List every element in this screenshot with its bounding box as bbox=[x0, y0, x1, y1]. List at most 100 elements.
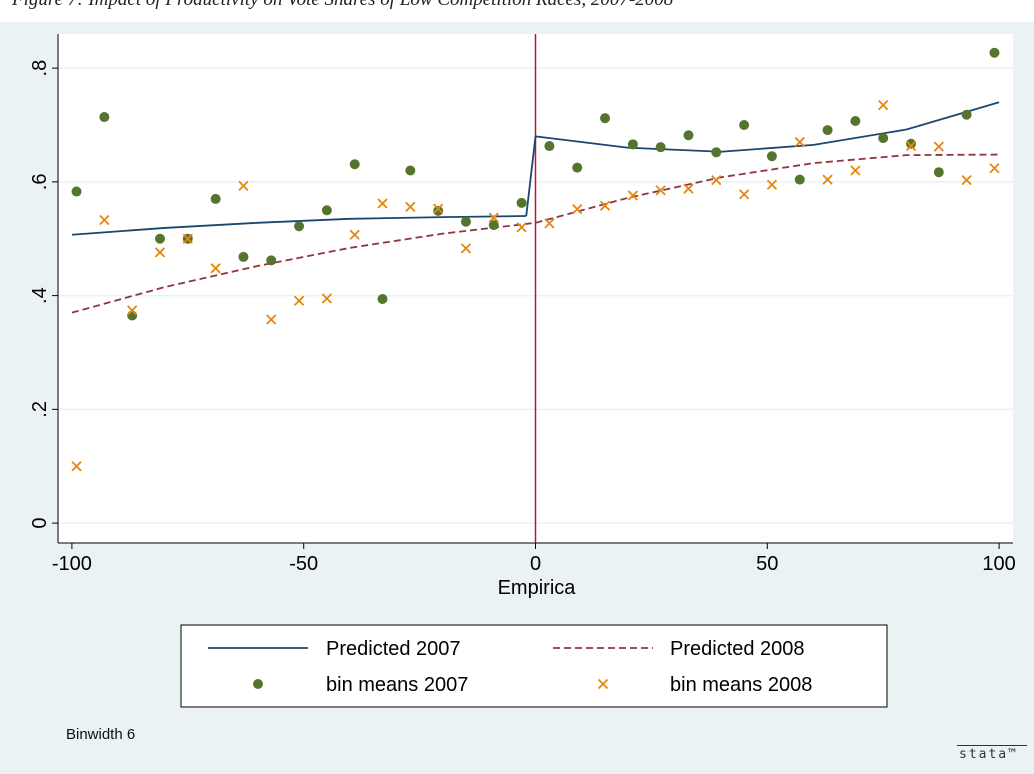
bin-mean-2007-point bbox=[516, 197, 527, 208]
legend-key-marker bbox=[597, 678, 609, 690]
bin-mean-2007-point bbox=[238, 251, 249, 262]
bin-mean-2007-point bbox=[989, 47, 1000, 58]
predicted-2008-line bbox=[535, 153, 1000, 224]
bin-mean-2007-point bbox=[906, 138, 917, 149]
bin-mean-2007-point bbox=[488, 220, 499, 231]
bin-mean-2008-point bbox=[405, 201, 416, 213]
y-tick-label: 0 bbox=[29, 518, 51, 529]
bin-mean-2007-point bbox=[321, 205, 332, 216]
bin-mean-2008-point-stroke bbox=[905, 140, 917, 152]
bin-mean-2008-point-stroke bbox=[266, 314, 277, 325]
bin-mean-2007-point bbox=[154, 233, 165, 244]
predicted-2007-line bbox=[71, 215, 527, 236]
bin-mean-2008-point bbox=[599, 200, 611, 211]
predicted-2007-line bbox=[525, 136, 537, 217]
bin-mean-2008-point bbox=[127, 305, 138, 316]
y-tick-label: .4 bbox=[29, 287, 51, 304]
bin-mean-2007-point bbox=[460, 216, 471, 227]
bin-mean-2008-point bbox=[99, 214, 110, 226]
bin-mean-2008-point bbox=[822, 174, 833, 185]
bin-mean-2008-point-stroke bbox=[599, 200, 611, 211]
legend-label: Predicted 2007 bbox=[326, 638, 461, 660]
bin-mean-2008-point-stroke bbox=[711, 175, 722, 186]
legend-key-marker bbox=[253, 679, 263, 689]
stata-logo: stata™ bbox=[957, 745, 1027, 767]
bin-mean-2008-point-stroke bbox=[349, 229, 360, 240]
bin-mean-2008-point-stroke bbox=[572, 204, 583, 215]
bin-mean-2008-point-stroke bbox=[878, 99, 889, 111]
bin-mean-2007-point bbox=[71, 186, 82, 197]
bin-mean-2008-point bbox=[433, 203, 444, 214]
bin-mean-2008-point-stroke bbox=[738, 189, 750, 200]
bin-mean-2008-point bbox=[738, 189, 750, 200]
y-tick-label: .2 bbox=[29, 401, 51, 418]
bin-mean-2008-point-stroke bbox=[460, 243, 472, 254]
bin-mean-2008-point-stroke bbox=[627, 190, 638, 201]
legend-label: bin means 2007 bbox=[326, 674, 468, 696]
x-tick-label: -50 bbox=[289, 553, 318, 575]
bin-mean-2008-point bbox=[989, 163, 1000, 174]
x-tick-label: 0 bbox=[530, 553, 541, 575]
bin-mean-2008-point bbox=[321, 293, 333, 304]
bin-mean-2007-point bbox=[210, 193, 221, 204]
bin-mean-2008-point-stroke bbox=[850, 165, 861, 176]
bin-mean-2008-point-stroke bbox=[516, 222, 527, 233]
bin-mean-2008-point-stroke bbox=[794, 136, 805, 148]
bin-mean-2008-point-stroke bbox=[99, 214, 110, 226]
bin-mean-2008-point-stroke bbox=[293, 295, 305, 306]
bin-mean-2007-point bbox=[961, 109, 972, 120]
bin-mean-2007-point bbox=[850, 116, 861, 127]
bin-mean-2008-point-stroke bbox=[154, 247, 166, 258]
bin-mean-2007-point bbox=[99, 112, 110, 123]
predicted-2007-line bbox=[535, 101, 1000, 153]
bin-mean-2008-point bbox=[766, 179, 778, 190]
bin-mean-2007-point bbox=[711, 147, 722, 158]
bin-mean-2008-point bbox=[683, 183, 694, 194]
bin-mean-2008-point-stroke bbox=[822, 174, 833, 185]
bin-mean-2008-point-stroke bbox=[321, 293, 333, 304]
bin-mean-2008-point-stroke bbox=[182, 233, 193, 244]
bin-mean-2008-point bbox=[627, 190, 638, 201]
bin-mean-2008-point bbox=[210, 263, 221, 274]
x-tick-label: -100 bbox=[52, 553, 92, 575]
bin-mean-2008-point bbox=[460, 243, 472, 254]
bin-mean-2007-point bbox=[600, 113, 611, 124]
bin-mean-2007-point bbox=[933, 167, 944, 178]
bin-mean-2007-point bbox=[349, 159, 360, 170]
bin-mean-2008-point-stroke bbox=[433, 203, 444, 214]
bin-mean-2008-point-stroke bbox=[71, 461, 82, 472]
bin-mean-2008-point bbox=[516, 222, 527, 233]
bin-mean-2008-point bbox=[933, 141, 944, 152]
binwidth-note: Binwidth 6 bbox=[66, 726, 136, 743]
bin-mean-2008-point bbox=[154, 247, 166, 258]
bin-mean-2007-point bbox=[294, 221, 305, 232]
bin-mean-2008-point bbox=[711, 175, 722, 186]
bin-mean-2008-point-stroke bbox=[961, 175, 972, 186]
legend-key-marker-stroke bbox=[597, 678, 609, 690]
bin-mean-2007-point bbox=[683, 130, 694, 141]
bin-mean-2008-point bbox=[182, 233, 193, 244]
bin-mean-2008-point bbox=[544, 218, 555, 229]
bin-mean-2008-point bbox=[905, 140, 917, 152]
bin-mean-2007-point bbox=[266, 255, 277, 266]
y-tick-label: .6 bbox=[29, 174, 51, 191]
bin-mean-2007-point bbox=[433, 205, 444, 216]
figure-caption: Figure 7: Impact of Productivity on Vote… bbox=[12, 0, 673, 11]
x-tick-label: 100 bbox=[982, 553, 1015, 575]
bin-mean-2008-point bbox=[266, 314, 277, 325]
bin-mean-2008-point-stroke bbox=[683, 183, 694, 194]
bin-mean-2008-point bbox=[850, 165, 861, 176]
legend-label: bin means 2008 bbox=[670, 674, 812, 696]
bin-mean-2008-point bbox=[961, 175, 972, 186]
bin-mean-2007-point bbox=[572, 162, 583, 173]
bin-mean-2007-point bbox=[739, 119, 750, 130]
bin-mean-2008-point-stroke bbox=[989, 163, 1000, 174]
bin-mean-2008-point bbox=[878, 99, 889, 111]
bin-mean-2008-point-stroke bbox=[210, 263, 221, 274]
bin-mean-2008-point-stroke bbox=[488, 212, 499, 223]
chart-svg: 0 .2 .4 .6 .8 -100 -50 0 50 100 Empirica Predicted … bbox=[29, 34, 1016, 708]
bin-mean-2008-point bbox=[238, 180, 249, 191]
bin-mean-2008-point-stroke bbox=[405, 201, 416, 213]
bin-mean-2008-point bbox=[377, 198, 388, 209]
